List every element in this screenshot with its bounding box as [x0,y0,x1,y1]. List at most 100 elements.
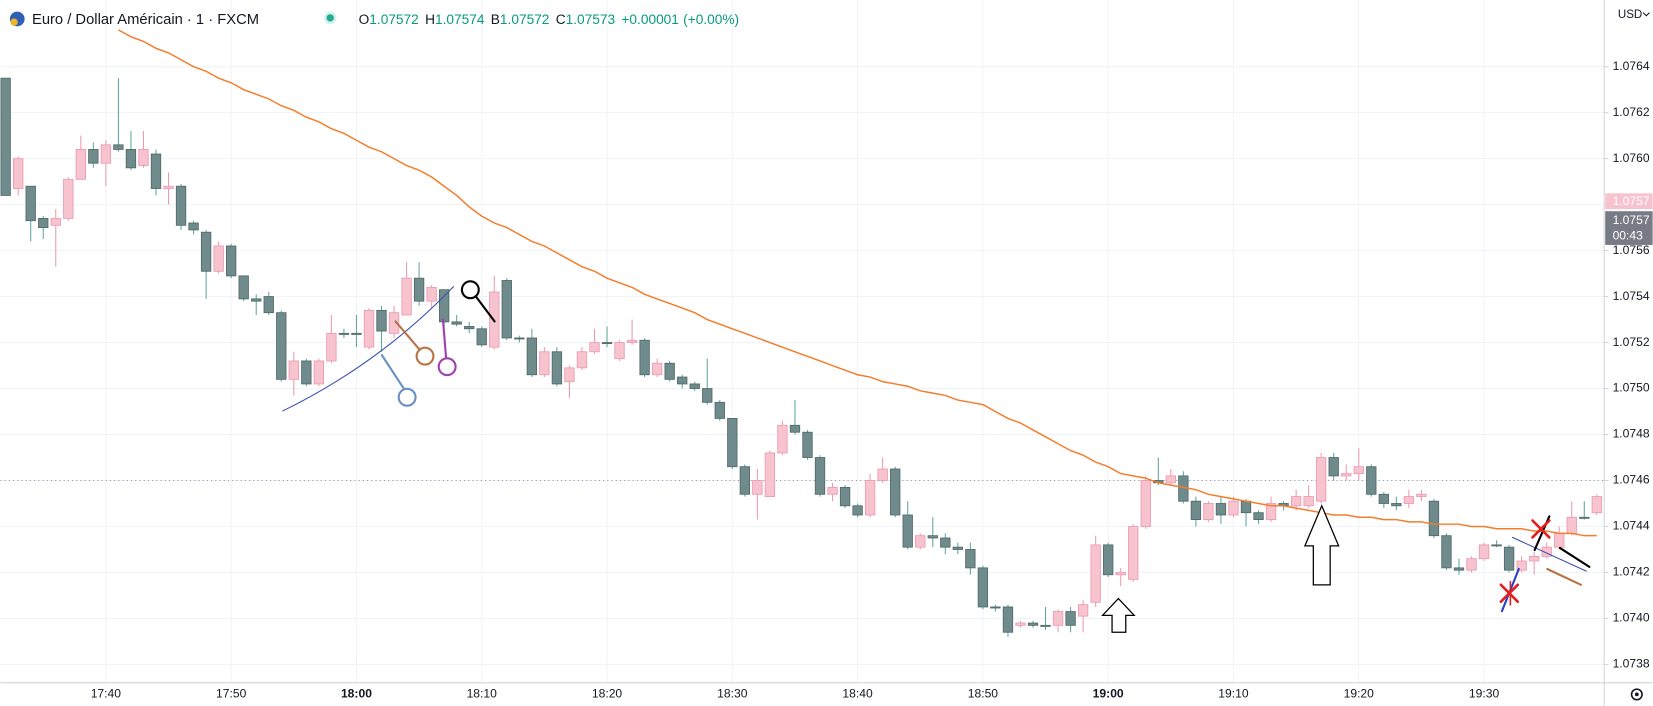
candle-body [890,468,901,516]
candle-body [388,312,400,334]
cross-mark [1499,583,1520,603]
candle-body [363,309,375,348]
legend-value: 1.07572 [500,12,549,27]
pin-circle [397,387,417,407]
candle-body [839,486,851,507]
candle-body [576,351,588,369]
pin-circle [415,346,435,366]
y-tick-label: 1.0740 [1613,611,1650,625]
candle-body [677,376,688,385]
arrow-up [1101,597,1136,633]
candle-body [1453,567,1465,571]
candle-body [651,362,663,376]
candle-body [1591,496,1602,514]
candle-body [1491,544,1502,547]
candles [0,29,1602,637]
candle-body [1040,624,1051,627]
candle-body [1366,466,1377,495]
candle-body [213,245,224,272]
candle-body [75,149,86,180]
settings-icon[interactable] [1630,688,1643,701]
candle-body [38,217,49,229]
candle-body [1103,544,1114,576]
candle-body [1052,611,1064,626]
pin-line [394,320,421,351]
candle-body [1403,496,1415,504]
y-tick-label: 1.0746 [1613,473,1650,487]
candle-body [50,217,61,226]
y-tick-label: 1.0764 [1613,59,1650,73]
candle-body [689,383,700,389]
candle-body [1566,516,1577,534]
candle-body [413,277,425,302]
legend-label: C [556,12,566,27]
candle-body [864,480,876,516]
high-price-label: 1.0757 [1613,194,1650,208]
currency-menu[interactable]: USD [1618,9,1642,21]
x-tick-label: 19:10 [1218,687,1249,701]
status-dot [326,14,334,22]
candle-body [288,360,299,380]
candle-body [1316,457,1327,502]
y-tick-label: 1.0750 [1613,381,1650,395]
candle-body [1203,503,1214,521]
candle-body [438,289,450,323]
candle-body [113,144,124,150]
legend-label: O [359,12,370,27]
candle-body [251,298,262,302]
symbol-title: Euro / Dollar Américain · 1 · FXCM [32,12,259,28]
candle-body [25,185,36,222]
candle-body [88,149,99,164]
candle-body [0,77,11,196]
legend-value: 1.07574 [435,12,485,27]
y-tick-label: 1.0762 [1613,105,1650,119]
candle-body [990,606,1001,609]
candle-body [952,546,964,550]
pin-circle [460,280,480,300]
candle-body [1065,611,1076,626]
candle-body [1128,526,1139,580]
x-tick-label: 17:50 [216,687,247,701]
candle-body [1516,560,1527,571]
x-tick-label: 19:30 [1469,687,1500,701]
candle-body [1190,500,1202,521]
candle-body [125,149,137,169]
candle-body [551,351,563,385]
candle-body [1265,503,1277,521]
drawings [282,280,1591,633]
candle-body [589,342,600,353]
candle-body [163,185,174,189]
candle-body [225,245,237,277]
candle-body [940,537,951,548]
legend-change: +0.00001 [621,12,678,27]
candle-body [150,153,162,189]
x-tick-label: 18:30 [717,687,748,701]
y-tick-label: 1.0744 [1613,519,1650,533]
pin-line [441,318,448,360]
candle-body [263,296,274,314]
x-tick-label: 18:00 [341,687,372,701]
symbol-icon [10,18,18,26]
y-tick-label: 1.0760 [1613,151,1650,165]
trend-curve [282,286,455,412]
currency-chevron[interactable] [1642,12,1650,17]
legend-change-percent: (+0.00%) [683,12,739,27]
candle-body [338,332,350,335]
candle-body [13,158,24,189]
candle-body [1290,496,1302,507]
candle-body [714,401,725,419]
candle-body [313,360,325,385]
candle-body [1165,475,1176,484]
candle-body [702,388,713,403]
candle-body [1391,503,1402,507]
candle-body [1378,493,1389,504]
candle-body [514,337,525,340]
candle-body [1215,503,1227,516]
candle-body [927,535,938,539]
candle-body [526,337,538,376]
candle-body [401,277,412,316]
candle-body [1441,535,1452,569]
candle-body [902,514,913,548]
